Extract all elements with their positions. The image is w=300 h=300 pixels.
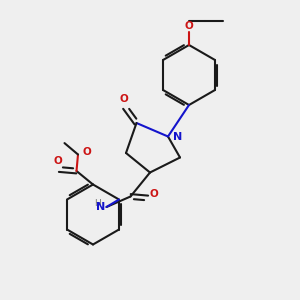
Text: O: O bbox=[82, 147, 91, 157]
Text: O: O bbox=[53, 156, 62, 166]
Text: N: N bbox=[96, 202, 105, 212]
Text: O: O bbox=[149, 189, 158, 200]
Text: O: O bbox=[184, 21, 194, 31]
Text: H: H bbox=[94, 199, 100, 208]
Text: O: O bbox=[119, 94, 128, 104]
Text: N: N bbox=[172, 131, 182, 142]
